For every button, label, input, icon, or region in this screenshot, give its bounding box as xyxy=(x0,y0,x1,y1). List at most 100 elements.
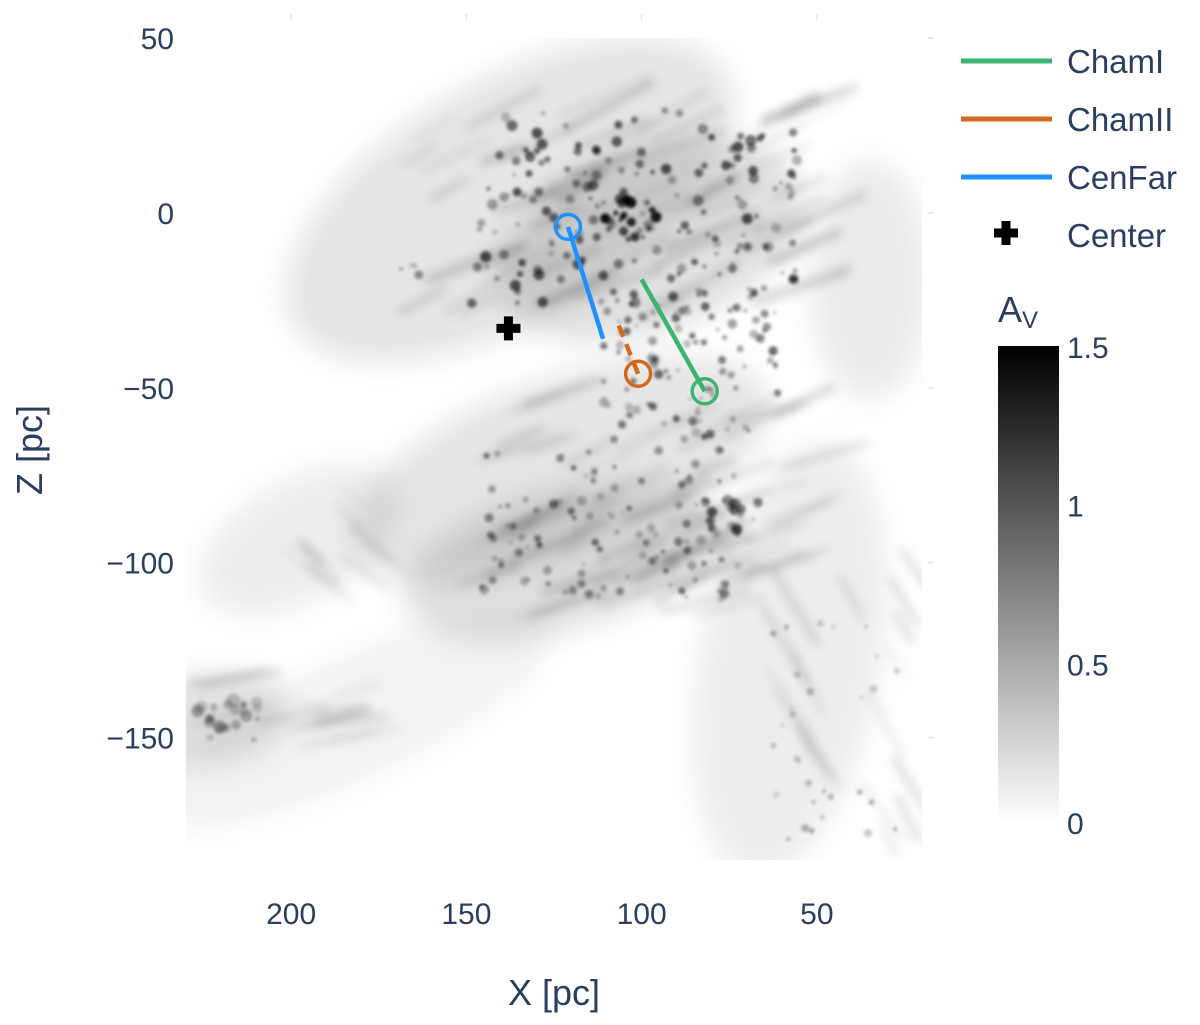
position-marker xyxy=(623,359,653,389)
dust-clump xyxy=(534,187,544,197)
dust-clump xyxy=(479,584,490,595)
dust-streak xyxy=(722,221,769,243)
dust-clump xyxy=(505,523,509,527)
dust-clump xyxy=(571,515,577,521)
dust-clump xyxy=(674,324,683,333)
dust-clump xyxy=(654,554,660,560)
dust-clump xyxy=(712,529,721,538)
dust-clump xyxy=(621,510,625,514)
legend-item-chami[interactable]: ChamI xyxy=(961,43,1164,80)
dust-streak xyxy=(277,545,321,579)
dust-clump xyxy=(684,538,690,545)
dust-clump xyxy=(719,588,730,599)
series-chamii xyxy=(614,320,653,389)
dust-clump xyxy=(526,577,530,581)
dust-clump xyxy=(720,580,730,589)
dust-clump xyxy=(488,576,497,585)
dust-clump xyxy=(779,181,783,185)
dust-clump xyxy=(683,340,691,348)
dust-streak xyxy=(636,89,708,135)
dust-streak xyxy=(884,644,911,680)
dust-clump xyxy=(819,814,825,820)
dust-clump xyxy=(789,705,794,711)
dust-clump xyxy=(708,549,713,554)
dust-streak xyxy=(772,400,807,418)
dust-clump xyxy=(549,241,555,247)
dust-streak xyxy=(529,159,625,199)
dust-clump xyxy=(638,551,647,560)
legend-item-chamii[interactable]: ChamII xyxy=(961,101,1173,138)
dust-streak xyxy=(636,562,681,583)
dust-clump xyxy=(715,327,720,332)
dust-streak xyxy=(319,705,364,717)
dust-streak xyxy=(777,241,818,265)
dust-streak xyxy=(692,458,736,474)
x-tick-label: 50 xyxy=(800,898,833,931)
dust-clump xyxy=(860,696,863,699)
dust-clump xyxy=(529,195,538,204)
dust-clump xyxy=(215,724,224,733)
dust-clump xyxy=(718,556,725,563)
dust-clump xyxy=(731,473,737,479)
dust-clump xyxy=(741,233,746,238)
dust-streak xyxy=(638,471,676,487)
dust-clump xyxy=(680,434,689,443)
dust-clump xyxy=(536,541,542,547)
dust-clump xyxy=(717,272,722,277)
dust-streak xyxy=(763,664,816,740)
dust-clump xyxy=(555,498,563,506)
dust-clump xyxy=(611,136,623,147)
dust-clump xyxy=(706,506,718,518)
dust-clump xyxy=(686,228,692,235)
dust-clump xyxy=(625,574,630,579)
legend-label: ChamI xyxy=(1067,43,1164,80)
dust-clump xyxy=(672,415,680,423)
dust-clump xyxy=(733,153,742,162)
x-axis: 200 150 100 50 xyxy=(266,14,834,931)
dust-clump xyxy=(650,169,655,175)
x-tick-label: 100 xyxy=(617,898,667,931)
dust-clump xyxy=(651,310,655,314)
dust-clump xyxy=(868,799,875,806)
dust-streak xyxy=(674,511,731,541)
dust-clump xyxy=(486,186,491,191)
dust-clump xyxy=(595,593,601,599)
dust-streak xyxy=(623,233,673,262)
dust-streak xyxy=(723,406,786,425)
dust-clump xyxy=(494,275,500,282)
dust-clump xyxy=(606,219,616,229)
dust-clump xyxy=(251,696,263,708)
colorbar-tick-label: 0 xyxy=(1067,808,1084,841)
dust-clump xyxy=(773,791,780,798)
dust-clump xyxy=(746,428,751,433)
dust-clump xyxy=(628,301,634,307)
dust-clump xyxy=(596,546,603,553)
dust-clump xyxy=(687,474,692,479)
legend-item-center[interactable]: Center xyxy=(994,217,1166,254)
dust-clump xyxy=(602,200,606,205)
dust-clump xyxy=(689,332,696,339)
dust-clump xyxy=(651,244,662,255)
dust-streak xyxy=(766,229,842,265)
dust-clump xyxy=(822,789,826,794)
dust-clump xyxy=(743,242,752,252)
dust-clump xyxy=(695,410,701,416)
dust-clump xyxy=(734,248,740,254)
colorbar-tick-label: 1.5 xyxy=(1067,332,1109,365)
dust-clump xyxy=(646,401,652,407)
dust-streak xyxy=(413,117,453,141)
dust-clump xyxy=(784,182,793,191)
dust-clump xyxy=(487,198,498,210)
dust-streak xyxy=(510,533,580,564)
dust-streak xyxy=(188,669,281,686)
legend-item-cenfar[interactable]: CenFar xyxy=(961,159,1177,196)
dust-clump xyxy=(498,504,502,509)
dust-clump xyxy=(624,387,629,392)
colorbar-tick-label: 1 xyxy=(1067,491,1084,524)
dust-clump xyxy=(647,556,657,566)
dust-clump xyxy=(660,549,665,554)
dust-clump xyxy=(649,359,659,369)
dust-clump xyxy=(770,630,777,637)
dust-clump xyxy=(575,141,582,149)
dust-clump xyxy=(811,800,816,804)
